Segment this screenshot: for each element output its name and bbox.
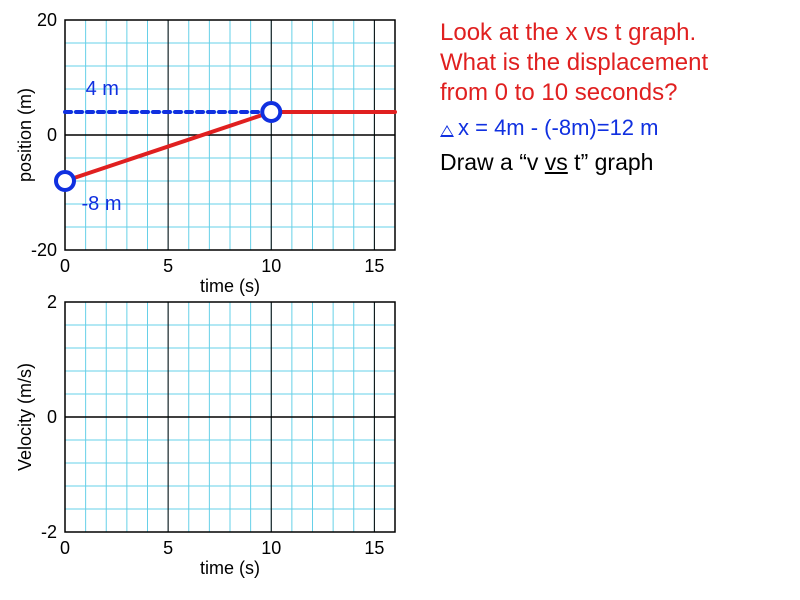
instruction-text: Draw a “v vs t” graph <box>440 148 780 177</box>
velocity-chart-x-tick-label: 10 <box>261 538 281 558</box>
velocity-chart-x-label: time (s) <box>200 558 260 578</box>
velocity-chart-x-tick-label: 0 <box>60 538 70 558</box>
position-chart-y-tick-label: -20 <box>31 240 57 260</box>
position-chart-annotation: -8 m <box>82 193 122 215</box>
displacement-equation: x = 4m - (-8m)=12 m <box>440 114 780 142</box>
position-chart-svg: 4 m-8 m051015-20020time (s)position (m) <box>20 10 410 300</box>
delta-icon <box>440 125 454 137</box>
velocity-chart-x-tick-label: 15 <box>364 538 384 558</box>
position-chart: 4 m-8 m051015-20020time (s)position (m) <box>65 20 395 250</box>
position-chart-y-label: position (m) <box>15 88 35 182</box>
question-text: Look at the x vs t graph.What is the dis… <box>440 18 780 108</box>
equation-text: x = 4m - (-8m)=12 m <box>458 114 658 142</box>
velocity-chart-y-tick-label: 0 <box>47 407 57 427</box>
side-text-block: Look at the x vs t graph.What is the dis… <box>440 18 780 176</box>
velocity-chart-y-tick-label: -2 <box>41 522 57 542</box>
velocity-chart-svg: 051015-202time (s)Velocity (m/s) <box>20 292 410 582</box>
instruction-underline: vs <box>545 149 568 175</box>
position-chart-marker <box>56 172 74 190</box>
position-chart-x-tick-label: 5 <box>163 256 173 276</box>
position-chart-y-tick-label: 20 <box>37 10 57 30</box>
position-chart-x-tick-label: 0 <box>60 256 70 276</box>
velocity-chart-x-tick-label: 5 <box>163 538 173 558</box>
position-chart-x-tick-label: 15 <box>364 256 384 276</box>
position-chart-x-tick-label: 10 <box>261 256 281 276</box>
velocity-chart: 051015-202time (s)Velocity (m/s) <box>65 302 395 532</box>
position-chart-annotation: 4 m <box>86 78 119 100</box>
velocity-chart-y-label: Velocity (m/s) <box>15 363 35 471</box>
position-chart-y-tick-label: 0 <box>47 125 57 145</box>
position-chart-marker <box>262 103 280 121</box>
velocity-chart-y-tick-label: 2 <box>47 292 57 312</box>
